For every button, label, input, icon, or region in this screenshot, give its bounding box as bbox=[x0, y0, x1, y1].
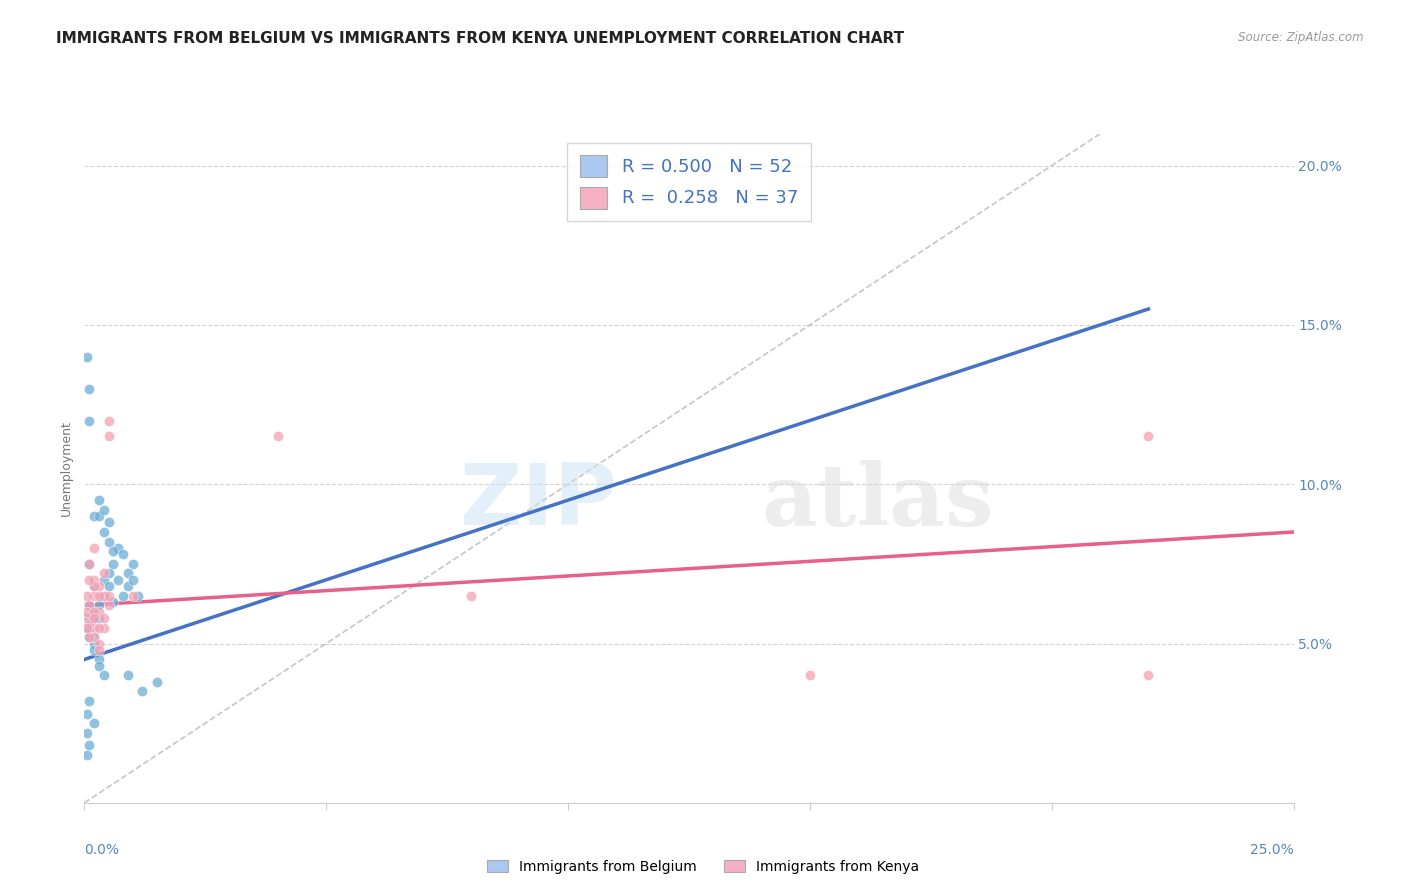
Text: 25.0%: 25.0% bbox=[1250, 843, 1294, 857]
Legend: R = 0.500   N = 52, R =  0.258   N = 37: R = 0.500 N = 52, R = 0.258 N = 37 bbox=[568, 143, 810, 221]
Point bbox=[76, 621, 98, 635]
Point bbox=[77, 621, 100, 635]
Point bbox=[83, 579, 105, 593]
Point bbox=[121, 573, 143, 587]
Text: 0.0%: 0.0% bbox=[84, 843, 120, 857]
Point bbox=[76, 747, 98, 762]
Point bbox=[87, 621, 110, 635]
Point bbox=[77, 617, 100, 632]
Point bbox=[77, 413, 100, 427]
Point bbox=[87, 509, 110, 524]
Point bbox=[87, 599, 110, 613]
Point bbox=[97, 429, 120, 443]
Point bbox=[131, 684, 153, 698]
Point bbox=[87, 611, 110, 625]
Point bbox=[121, 589, 143, 603]
Point bbox=[77, 630, 100, 644]
Point bbox=[76, 706, 98, 721]
Point bbox=[77, 382, 100, 396]
Point bbox=[103, 557, 125, 571]
Point bbox=[83, 541, 105, 555]
Point bbox=[77, 599, 100, 613]
Point bbox=[87, 605, 110, 619]
Point bbox=[83, 605, 105, 619]
Point bbox=[127, 589, 149, 603]
Point bbox=[460, 589, 482, 603]
Point bbox=[103, 544, 125, 558]
Point bbox=[76, 350, 98, 364]
Point bbox=[117, 579, 139, 593]
Point bbox=[83, 643, 105, 657]
Point bbox=[93, 589, 115, 603]
Point bbox=[121, 557, 143, 571]
Text: IMMIGRANTS FROM BELGIUM VS IMMIGRANTS FROM KENYA UNEMPLOYMENT CORRELATION CHART: IMMIGRANTS FROM BELGIUM VS IMMIGRANTS FR… bbox=[56, 31, 904, 46]
Point bbox=[146, 674, 169, 689]
Point bbox=[83, 573, 105, 587]
Point bbox=[97, 534, 120, 549]
Point bbox=[77, 557, 100, 571]
Point bbox=[83, 605, 105, 619]
Point bbox=[1137, 668, 1160, 682]
Point bbox=[93, 502, 115, 516]
Point bbox=[97, 579, 120, 593]
Point bbox=[77, 557, 100, 571]
Point bbox=[97, 566, 120, 581]
Text: ZIP: ZIP bbox=[458, 460, 616, 543]
Point bbox=[87, 636, 110, 650]
Point bbox=[77, 573, 100, 587]
Point bbox=[117, 668, 139, 682]
Point bbox=[87, 493, 110, 508]
Point bbox=[77, 611, 100, 625]
Text: Source: ZipAtlas.com: Source: ZipAtlas.com bbox=[1239, 31, 1364, 45]
Point bbox=[799, 668, 821, 682]
Point bbox=[267, 429, 290, 443]
Y-axis label: Unemployment: Unemployment bbox=[60, 420, 73, 516]
Point bbox=[93, 524, 115, 539]
Point bbox=[93, 566, 115, 581]
Point bbox=[77, 630, 100, 644]
Point bbox=[83, 630, 105, 644]
Point bbox=[97, 516, 120, 530]
Point bbox=[76, 725, 98, 739]
Point bbox=[83, 589, 105, 603]
Point bbox=[83, 611, 105, 625]
Point bbox=[83, 579, 105, 593]
Point bbox=[112, 589, 135, 603]
Point bbox=[87, 589, 110, 603]
Point bbox=[117, 566, 139, 581]
Point bbox=[87, 643, 110, 657]
Point bbox=[83, 636, 105, 650]
Point bbox=[93, 621, 115, 635]
Point bbox=[87, 658, 110, 673]
Point bbox=[93, 573, 115, 587]
Point bbox=[97, 599, 120, 613]
Point bbox=[83, 509, 105, 524]
Point bbox=[77, 739, 100, 753]
Point bbox=[83, 621, 105, 635]
Point bbox=[77, 599, 100, 613]
Point bbox=[1137, 429, 1160, 443]
Point bbox=[103, 595, 125, 609]
Point bbox=[76, 589, 98, 603]
Point bbox=[93, 611, 115, 625]
Point bbox=[83, 716, 105, 731]
Point bbox=[93, 589, 115, 603]
Point bbox=[107, 541, 129, 555]
Point bbox=[87, 579, 110, 593]
Point bbox=[83, 611, 105, 625]
Point bbox=[83, 630, 105, 644]
Point bbox=[76, 611, 98, 625]
Text: atlas: atlas bbox=[762, 459, 994, 544]
Point bbox=[93, 668, 115, 682]
Point bbox=[107, 573, 129, 587]
Legend: Immigrants from Belgium, Immigrants from Kenya: Immigrants from Belgium, Immigrants from… bbox=[479, 853, 927, 880]
Point bbox=[97, 413, 120, 427]
Point bbox=[97, 589, 120, 603]
Point bbox=[77, 694, 100, 708]
Point bbox=[112, 547, 135, 561]
Point bbox=[76, 605, 98, 619]
Point bbox=[87, 652, 110, 666]
Point bbox=[77, 621, 100, 635]
